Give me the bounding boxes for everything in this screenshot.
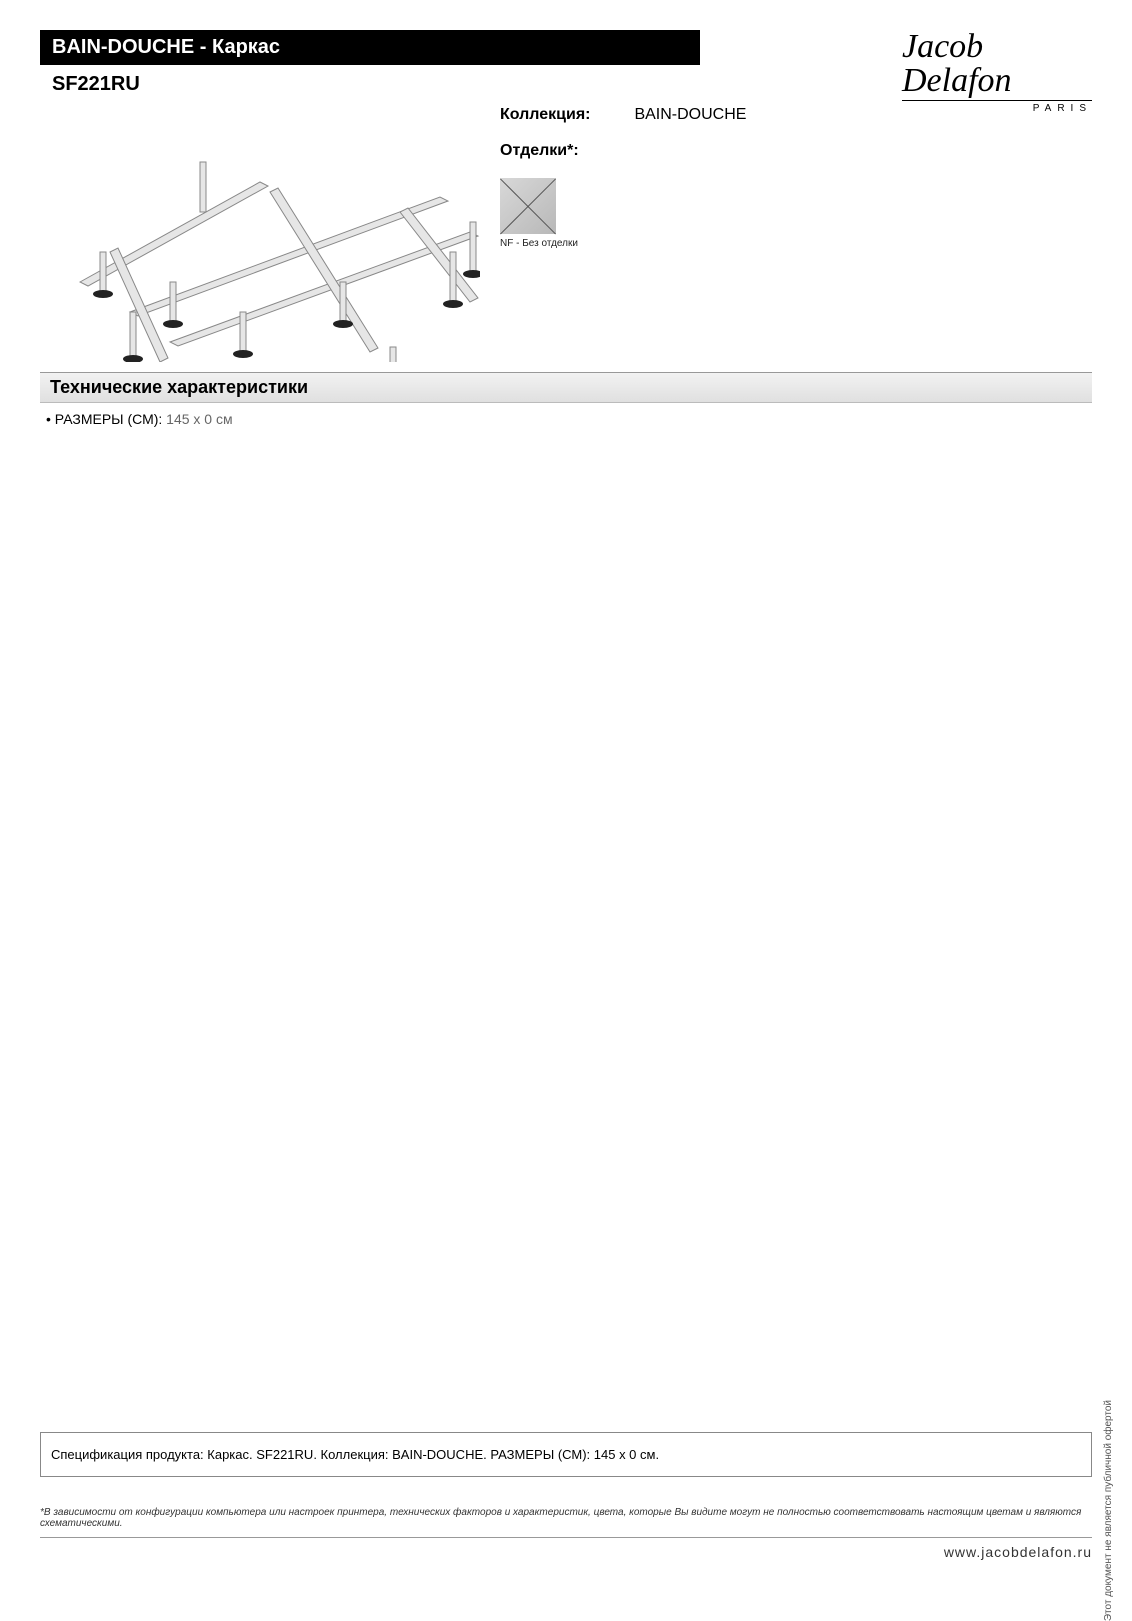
spec-dimensions: • РАЗМЕРЫ (СМ): 145 x 0 см	[46, 411, 1092, 427]
spec-summary-box: Спецификация продукта: Каркас. SF221RU. …	[40, 1432, 1092, 1477]
vertical-disclaimer: Этот документ не является публичной офер…	[1103, 1400, 1114, 1621]
finish-swatch-label: NF - Без отделки	[500, 238, 1092, 249]
specs-header: Технические характеристики	[40, 372, 1092, 403]
brand-name: Jacob Delafon	[902, 30, 1092, 101]
finishes-label: Отделки*:	[500, 142, 610, 160]
spec-dim-value: 145 x 0 см	[166, 411, 232, 427]
product-image	[40, 102, 480, 362]
brand-city: PARIS	[902, 103, 1092, 114]
brand-logo: Jacob Delafon PARIS	[902, 30, 1092, 114]
finish-swatch	[500, 178, 556, 234]
spec-dim-label: • РАЗМЕРЫ (СМ):	[46, 411, 162, 427]
collection-value: BAIN-DOUCHE	[634, 106, 746, 123]
collection-label: Коллекция:	[500, 106, 610, 124]
website-url: www.jacobdelafon.ru	[40, 1544, 1092, 1560]
color-disclaimer: *В зависимости от конфигурации компьютер…	[40, 1507, 1092, 1538]
title-bar: BAIN-DOUCHE - Каркас	[40, 30, 700, 65]
